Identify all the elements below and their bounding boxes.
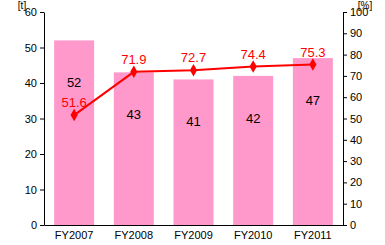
tick: FY2009 — [174, 229, 213, 241]
bar-label: 42 — [246, 111, 260, 126]
tick-mark — [343, 33, 347, 34]
tick-label: FY2010 — [234, 229, 273, 241]
tick: 60 — [25, 6, 44, 18]
tick-mark — [40, 190, 44, 191]
tick: 40 — [343, 134, 362, 146]
tick: 70 — [343, 70, 362, 82]
tick-mark — [40, 119, 44, 120]
tick: 80 — [343, 49, 362, 61]
bar — [293, 58, 333, 225]
marker — [130, 66, 137, 78]
tick-mark — [40, 12, 44, 13]
tick-label: 40 — [350, 134, 362, 146]
tick-label: FY2011 — [294, 229, 332, 241]
axis-line — [44, 13, 45, 226]
tick: FY2008 — [115, 229, 154, 241]
tick: 10 — [343, 198, 362, 210]
tick-label: 50 — [350, 113, 362, 125]
line-label: 74.4 — [241, 47, 266, 62]
tick-label: 30 — [350, 155, 362, 167]
axis-line — [45, 225, 344, 226]
tick-label: 80 — [350, 49, 362, 61]
plot: 52 43 41 42 47 51.6 71.9 72.7 74.4 75.3 0 10 20 30 40 5… — [25, 6, 369, 241]
tick-mark — [343, 97, 347, 98]
tick-label: 70 — [350, 70, 362, 82]
tick: 60 — [343, 91, 362, 103]
bar — [54, 40, 94, 225]
tick-mark — [40, 154, 44, 155]
tick-label: 0 — [31, 219, 37, 231]
line-label: 71.9 — [121, 52, 146, 67]
tick-mark — [343, 204, 347, 205]
tick: 20 — [343, 176, 362, 188]
tick-label: 30 — [25, 113, 37, 125]
tick: FY2007 — [55, 229, 94, 241]
tick-label: 60 — [350, 91, 362, 103]
x-axis: FY2007 FY2008 FY2009 FY2010 FY2011 — [45, 226, 344, 241]
tick-label: 20 — [350, 176, 362, 188]
tick-label: FY2007 — [55, 229, 94, 241]
tick-mark — [343, 225, 347, 226]
marker — [309, 58, 316, 70]
tick-label: 10 — [25, 184, 37, 196]
tick-mark — [40, 225, 44, 226]
tick: FY2010 — [234, 229, 273, 241]
tick-label: 40 — [25, 77, 37, 89]
marker — [250, 60, 257, 72]
tick: 30 — [25, 113, 44, 125]
tick-mark — [343, 161, 347, 162]
bar-label: 43 — [127, 107, 141, 122]
line-label: 75.3 — [300, 45, 325, 60]
tick-mark — [343, 12, 347, 13]
bar-label: 47 — [306, 93, 320, 108]
line-label: 51.6 — [61, 95, 86, 110]
tick: FY2011 — [294, 229, 332, 241]
tick-mark — [343, 140, 347, 141]
y-axis-title: [t] — [18, 0, 27, 11]
y2-axis-title: [%] — [358, 0, 373, 11]
tick: 0 — [31, 219, 44, 231]
bar — [233, 76, 273, 225]
tick-label: 90 — [350, 27, 362, 39]
tick-label: 20 — [25, 148, 37, 160]
tick-mark — [343, 119, 347, 120]
bar-label: 52 — [67, 75, 81, 90]
tick-label: FY2009 — [174, 229, 213, 241]
tick-label: 50 — [25, 42, 37, 54]
marker — [71, 109, 78, 121]
chart: 52 43 41 42 47 51.6 71.9 72.7 74.4 75.3 0 10 20 30 40 5… — [0, 0, 385, 245]
y2-axis: 0102030405060708090100 — [343, 6, 368, 231]
marker — [190, 64, 197, 76]
tick-mark — [343, 182, 347, 183]
tick-label: 60 — [25, 6, 37, 18]
tick: 0 — [343, 219, 356, 231]
tick-label: FY2008 — [115, 229, 154, 241]
marks — [54, 40, 333, 225]
tick: 30 — [343, 155, 362, 167]
tick-mark — [40, 83, 44, 84]
bar-label: 41 — [186, 114, 200, 129]
line — [74, 65, 313, 115]
bar — [114, 72, 154, 225]
bar — [174, 79, 214, 225]
tick-mark — [343, 76, 347, 77]
y-axis: 0 10 20 30 40 50 60 — [25, 6, 45, 231]
tick: 40 — [25, 77, 44, 89]
tick-label: 10 — [350, 198, 362, 210]
tick: 90 — [343, 27, 362, 39]
tick: 10 — [25, 184, 44, 196]
tick-mark — [40, 48, 44, 49]
tick: 50 — [343, 113, 362, 125]
data-labels: 52 43 41 42 47 51.6 71.9 72.7 74.4 75.3 — [61, 45, 325, 130]
tick-label: 0 — [350, 219, 356, 231]
tick-mark — [343, 55, 347, 56]
tick: 20 — [25, 148, 44, 160]
line-label: 72.7 — [181, 50, 206, 65]
tick: 50 — [25, 42, 44, 54]
